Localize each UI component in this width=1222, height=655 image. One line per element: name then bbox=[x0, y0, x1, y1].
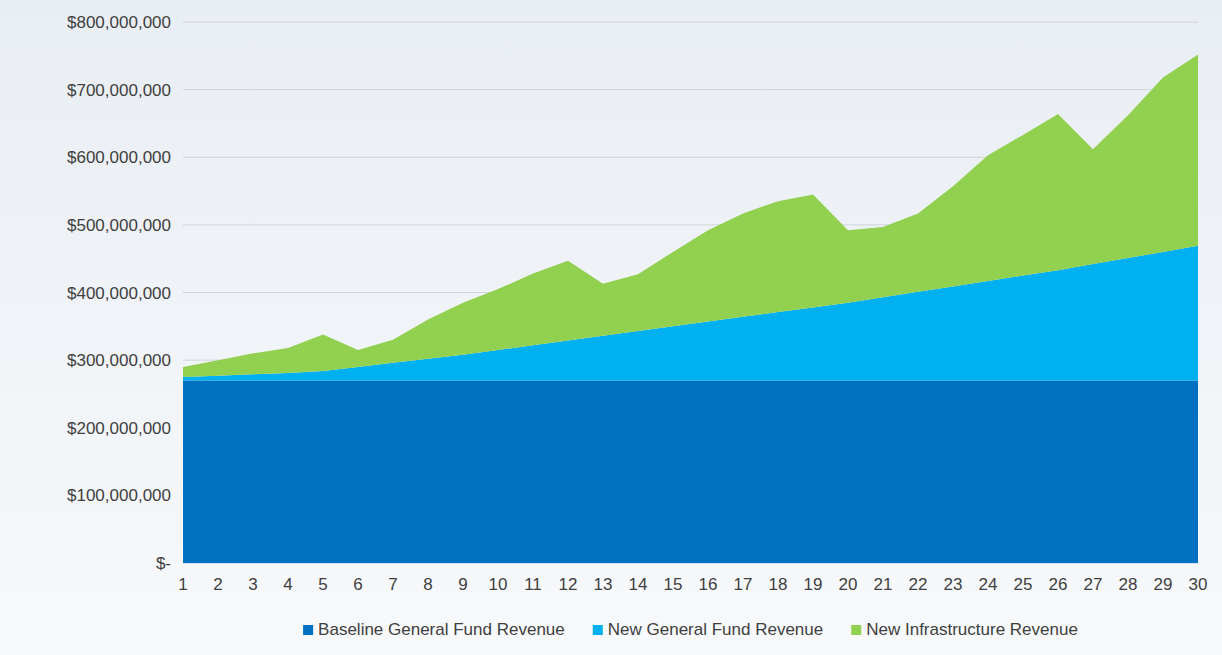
x-tick-label: 28 bbox=[1119, 575, 1138, 594]
x-tick-label: 7 bbox=[388, 575, 397, 594]
legend-swatch bbox=[303, 625, 313, 635]
x-tick-label: 24 bbox=[979, 575, 998, 594]
legend-label: New Infrastructure Revenue bbox=[866, 620, 1078, 639]
x-tick-label: 30 bbox=[1189, 575, 1208, 594]
x-tick-label: 10 bbox=[489, 575, 508, 594]
x-tick-label: 14 bbox=[629, 575, 648, 594]
chart: $- $100,000,000 $200,000,000 $300,000,000 $4… bbox=[0, 0, 1222, 655]
x-tick-label: 29 bbox=[1154, 575, 1173, 594]
x-tick-label: 19 bbox=[804, 575, 823, 594]
y-axis: $- $100,000,000 $200,000,000 $300,000,000 $4… bbox=[67, 13, 171, 573]
y-tick-label: $- bbox=[156, 554, 171, 573]
y-tick-label: $700,000,000 bbox=[67, 81, 171, 100]
y-tick-label: $200,000,000 bbox=[67, 419, 171, 438]
x-tick-label: 5 bbox=[318, 575, 327, 594]
y-tick-label: $400,000,000 bbox=[67, 284, 171, 303]
legend-swatch bbox=[593, 625, 603, 635]
y-tick-label: $300,000,000 bbox=[67, 351, 171, 370]
area bbox=[183, 380, 1198, 563]
legend-swatch bbox=[851, 625, 861, 635]
x-tick-label: 4 bbox=[283, 575, 292, 594]
grid-line bbox=[183, 22, 1198, 23]
x-tick-label: 15 bbox=[664, 575, 683, 594]
x-tick-label: 12 bbox=[559, 575, 578, 594]
y-tick-label: $100,000,000 bbox=[67, 486, 171, 505]
x-tick-label: 21 bbox=[874, 575, 893, 594]
legend-item: New Infrastructure Revenue bbox=[851, 620, 1078, 639]
areas bbox=[183, 54, 1198, 563]
y-tick-label: $500,000,000 bbox=[67, 216, 171, 235]
x-tick-label: 23 bbox=[944, 575, 963, 594]
x-tick-label: 26 bbox=[1049, 575, 1068, 594]
legend-label: New General Fund Revenue bbox=[608, 620, 823, 639]
x-tick-label: 20 bbox=[839, 575, 858, 594]
area bbox=[183, 54, 1198, 377]
x-tick-label: 8 bbox=[423, 575, 432, 594]
x-tick-label: 16 bbox=[699, 575, 718, 594]
x-tick-label: 13 bbox=[594, 575, 613, 594]
x-tick-label: 9 bbox=[458, 575, 467, 594]
grid bbox=[183, 22, 1198, 563]
x-tick-label: 11 bbox=[524, 575, 542, 594]
x-tick-label: 6 bbox=[353, 575, 362, 594]
x-tick-label: 22 bbox=[909, 575, 928, 594]
legend-item: New General Fund Revenue bbox=[593, 620, 823, 639]
x-tick-label: 1 bbox=[178, 575, 187, 594]
legend: Baseline General Fund Revenue New General… bbox=[303, 620, 1078, 639]
x-tick-label: 25 bbox=[1014, 575, 1033, 594]
x-tick-label: 18 bbox=[769, 575, 788, 594]
grid-line bbox=[183, 89, 1198, 90]
x-tick-label: 2 bbox=[213, 575, 222, 594]
x-tick-label: 3 bbox=[248, 575, 257, 594]
y-tick-label: $600,000,000 bbox=[67, 148, 171, 167]
legend-item: Baseline General Fund Revenue bbox=[303, 620, 565, 639]
legend-label: Baseline General Fund Revenue bbox=[318, 620, 565, 639]
x-tick-label: 17 bbox=[734, 575, 753, 594]
y-tick-label: $800,000,000 bbox=[67, 13, 171, 32]
x-tick-label: 27 bbox=[1084, 575, 1103, 594]
background bbox=[0, 0, 1222, 655]
x-axis: 1234567891011121314151617181920212223242… bbox=[178, 575, 1207, 594]
